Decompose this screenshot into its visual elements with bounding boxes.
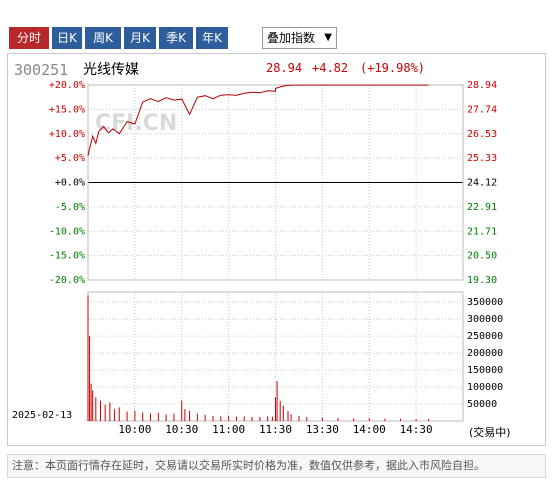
price-tick-label: 20.50 [467,251,497,262]
pct-tick-label: +10.0% [49,129,85,140]
tab-1[interactable]: 日K [52,27,82,49]
time-tick-label: 13:30 [306,423,339,436]
price-tick-label: 24.12 [467,178,497,189]
tab-4[interactable]: 季K [159,27,193,49]
volume-tick-label: 250000 [467,331,503,342]
time-tick-label: 11:00 [212,423,245,436]
stock-price: 28.94 [266,61,302,75]
volume-tick-label: 300000 [467,314,503,325]
disclaimer-text: 注意：本页面行情存在延时，交易请以交易所实时价格为准，数值仅供参考，据此入市风险… [12,459,485,472]
price-tick-label: 27.74 [467,104,497,115]
volume-tick-label: 150000 [467,365,503,376]
pct-tick-label: -15.0% [49,251,85,262]
pct-tick-label: +20.0% [49,80,85,91]
price-tick-label: 21.71 [467,226,497,237]
chevron-down-icon: ▼ [324,32,332,43]
disclaimer-bar: 注意：本页面行情存在延时，交易请以交易所实时价格为准，数值仅供参考，据此入市风险… [7,454,546,478]
overlay-index-select[interactable]: 叠加指数 ▼ [262,27,337,49]
price-line [87,84,429,156]
stock-name: 光线传媒 [83,62,139,78]
price-tick-label: 26.53 [467,129,497,140]
time-tick-label: 11:30 [259,423,292,436]
time-tick-label: 14:30 [400,423,433,436]
time-tick-label: 14:00 [353,423,386,436]
price-tick-label: 28.94 [467,80,497,91]
price-panel-border [87,84,464,281]
tab-2[interactable]: 周K [85,27,121,49]
chart-frame [7,53,546,446]
pct-tick-label: +5.0% [55,153,85,164]
price-tick-label: 22.91 [467,202,497,213]
trade-date: 2025-02-13 [12,410,72,421]
volume-tick-label: 350000 [467,297,503,308]
volume-tick-label: 50000 [467,399,497,410]
pct-tick-label: -10.0% [49,226,85,237]
overlay-index-label: 叠加指数 [267,31,316,45]
price-tick-label: 25.33 [467,153,497,164]
volume-tick-label: 100000 [467,382,503,393]
tab-3[interactable]: 月K [124,27,156,49]
pct-tick-label: -5.0% [55,202,85,213]
pct-tick-label: +15.0% [49,104,85,115]
stock-code: 300251 [14,61,68,79]
price-tick-label: 19.30 [467,275,497,286]
stock-change: +4.82 [312,61,348,75]
time-tick-label: 10:30 [165,423,198,436]
period-tabs: 分时 日K 周K 月K 季K 年K [9,27,231,49]
tab-0[interactable]: 分时 [9,27,49,49]
pct-tick-label: +0.0% [55,178,85,189]
volume-tick-label: 200000 [467,348,503,359]
trading-status: (交易中) [469,425,511,439]
stock-change-pct: (+19.98%) [360,61,425,75]
pct-tick-label: -20.0% [49,275,85,286]
time-tick-label: 10:00 [118,423,151,436]
tab-5[interactable]: 年K [196,27,228,49]
